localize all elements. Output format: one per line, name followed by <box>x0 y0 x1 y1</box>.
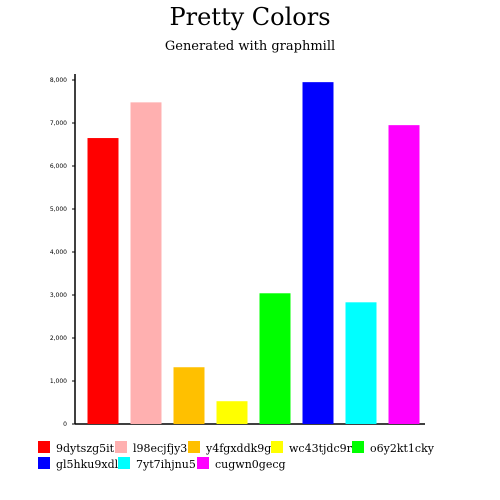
y-tick-label: 6,000 <box>50 163 67 170</box>
y-tick-label: 0 <box>63 421 67 428</box>
bar-gl5hku9xdl <box>302 82 334 425</box>
legend-swatch-7yt7ihjnu5 <box>118 457 130 469</box>
legend-label-gl5hku9xdl: gl5hku9xdl <box>56 458 119 471</box>
legend-swatch-gl5hku9xdl <box>38 457 50 469</box>
y-tick-label: 3,000 <box>50 292 67 299</box>
bar-wc43tjdc9r <box>216 401 248 424</box>
legend-label-o6y2kt1cky: o6y2kt1cky <box>370 442 435 455</box>
y-tick-label: 5,000 <box>50 206 67 213</box>
bar-o6y2kt1cky <box>259 293 291 424</box>
legend-swatch-wc43tjdc9r <box>271 441 283 453</box>
y-tick-label: 8,000 <box>50 77 67 84</box>
legend-label-7yt7ihjnu5: 7yt7ihjnu5 <box>136 458 196 471</box>
legend-swatch-9dytszg5it <box>38 441 50 453</box>
legend-swatch-l98ecjfjy3 <box>115 441 127 453</box>
chart-legend: 9dytszg5it l98ecjfjy3 y4fgxddk9g wc43tjdc9r… <box>38 441 435 471</box>
bar-7yt7ihjnu5 <box>345 302 377 424</box>
legend-label-y4fgxddk9g: y4fgxddk9g <box>205 442 271 455</box>
bar-cugwn0gecg <box>388 125 420 425</box>
legend-swatch-cugwn0gecg <box>197 457 209 469</box>
legend-swatch-o6y2kt1cky <box>352 441 364 453</box>
y-tick-label: 2,000 <box>50 335 67 342</box>
bar-l98ecjfjy3 <box>130 102 162 425</box>
bar-y4fgxddk9g <box>173 367 205 424</box>
chart-title: Pretty Colors <box>169 3 330 31</box>
plot-area: 0 1,000 2,000 3,000 4,000 5,000 6,000 7,000 8,00… <box>50 74 425 428</box>
y-tick-label: 1,000 <box>50 378 67 385</box>
y-tick-label: 7,000 <box>50 120 67 127</box>
bar-9dytszg5it <box>87 138 119 425</box>
legend-label-wc43tjdc9r: wc43tjdc9r <box>289 442 353 455</box>
chart-subtitle: Generated with graphmill <box>165 39 335 54</box>
legend-swatch-y4fgxddk9g <box>188 441 200 453</box>
legend-label-cugwn0gecg: cugwn0gecg <box>215 458 286 471</box>
legend-label-9dytszg5it: 9dytszg5it <box>56 442 115 455</box>
legend-label-l98ecjfjy3: l98ecjfjy3 <box>133 442 187 455</box>
y-tick-label: 4,000 <box>50 249 67 256</box>
